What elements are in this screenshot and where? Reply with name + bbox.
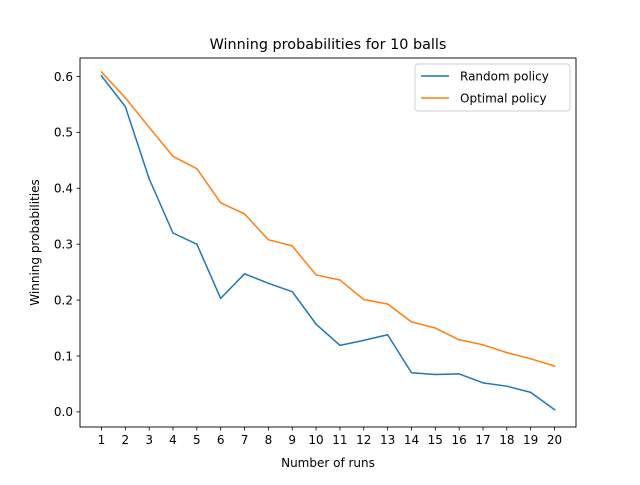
data-point-optimal-policy (315, 274, 317, 276)
data-point-optimal-policy (410, 321, 413, 323)
x-tick-label: 16 (452, 433, 467, 447)
data-point-optimal-policy (196, 167, 198, 170)
x-tick-label: 5 (193, 433, 201, 447)
x-tick-label: 15 (428, 433, 443, 447)
y-axis-ticks: 0.0 0.1 0.2 0.3 0.4 0.5 0.6 (54, 70, 80, 419)
legend: Random policy Optimal policy (414, 63, 571, 112)
y-axis-label: Winning probabilities (28, 179, 42, 305)
x-tick-label: 13 (380, 433, 395, 447)
series-layer (100, 70, 556, 411)
series-line-optimal-policy (100, 70, 556, 367)
data-point-random-policy (410, 372, 413, 374)
chart-title: Winning probabilities for 10 balls (210, 37, 447, 53)
x-tick-label: 9 (288, 433, 296, 447)
data-point-random-policy (267, 282, 270, 285)
data-point-optimal-policy (458, 339, 460, 341)
data-point-optimal-policy (243, 213, 246, 215)
data-point-random-policy (172, 232, 174, 234)
x-tick-label: 10 (308, 433, 323, 447)
data-point-random-policy (219, 297, 222, 300)
legend-box (414, 63, 571, 112)
y-tick-label: 0.5 (54, 126, 73, 140)
y-tick-label: 0.1 (54, 349, 73, 363)
data-point-optimal-policy (172, 155, 174, 158)
x-tick-label: 2 (121, 433, 129, 447)
x-tick-label: 7 (241, 433, 249, 447)
data-point-optimal-policy (553, 365, 556, 367)
data-point-random-policy (148, 178, 150, 180)
data-point-random-policy (386, 334, 389, 336)
x-tick-label: 11 (332, 433, 347, 447)
data-point-optimal-policy (124, 96, 127, 99)
x-tick-label: 14 (404, 433, 419, 447)
data-point-random-policy (553, 408, 556, 411)
plot-frame (79, 57, 577, 428)
x-tick-label: 6 (217, 433, 225, 447)
data-point-optimal-policy (434, 327, 437, 329)
data-point-optimal-policy (100, 71, 103, 73)
data-point-random-policy (363, 339, 365, 342)
x-tick-label: 20 (547, 433, 562, 447)
data-point-random-policy (124, 105, 127, 108)
data-point-optimal-policy (363, 298, 365, 301)
x-tick-label: 19 (523, 433, 538, 447)
x-axis-label: Number of runs (281, 456, 375, 470)
data-point-optimal-policy (219, 202, 222, 204)
x-tick-label: 8 (265, 433, 273, 447)
data-point-random-policy (434, 373, 437, 376)
x-tick-label: 3 (145, 433, 153, 447)
data-point-random-policy (529, 391, 532, 394)
x-tick-label: 17 (475, 433, 490, 447)
x-tick-label: 1 (98, 433, 106, 447)
y-tick-label: 0.0 (54, 405, 73, 419)
data-point-optimal-policy (291, 245, 293, 247)
x-tick-label: 18 (499, 433, 514, 447)
x-tick-label: 12 (356, 433, 371, 447)
data-point-random-policy (291, 290, 293, 293)
data-point-random-policy (458, 373, 460, 375)
x-tick-label: 4 (169, 433, 177, 447)
y-tick-label: 0.2 (54, 293, 73, 307)
data-point-optimal-policy (386, 303, 389, 305)
data-point-random-policy (243, 273, 246, 275)
data-point-random-policy (506, 385, 508, 387)
data-point-random-policy (482, 382, 484, 384)
data-point-optimal-policy (339, 279, 341, 281)
y-tick-label: 0.6 (54, 70, 73, 84)
y-tick-label: 0.4 (54, 182, 73, 196)
y-tick-label: 0.3 (54, 237, 73, 251)
data-point-optimal-policy (506, 351, 508, 354)
data-point-random-policy (196, 243, 198, 245)
data-point-random-policy (315, 323, 317, 325)
data-point-optimal-policy (267, 238, 270, 241)
data-point-optimal-policy (529, 358, 532, 360)
legend-label-random-policy: Random policy (460, 70, 549, 84)
data-point-optimal-policy (148, 126, 150, 129)
data-point-optimal-policy (482, 344, 484, 346)
legend-label-optimal-policy: Optimal policy (460, 92, 547, 106)
data-point-random-policy (339, 344, 341, 347)
x-axis-ticks: 1 2 3 4 5 6 7 8 9 10 11 12 13 14 15 16 17 18 19 20 (98, 427, 562, 447)
series-line-random-policy (100, 74, 556, 411)
data-point-random-policy (100, 75, 103, 77)
